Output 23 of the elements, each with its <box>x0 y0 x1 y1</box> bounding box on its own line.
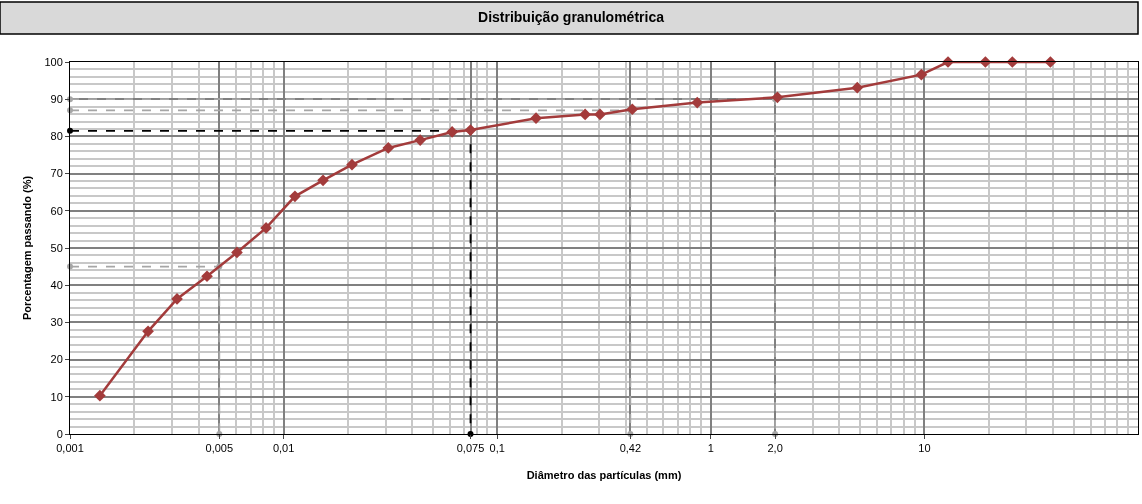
y-tick-label: 60 <box>50 204 63 217</box>
y-axis-title: Porcentagem passando (%) <box>21 175 34 321</box>
x-axis-title: Diâmetro das partículas (mm) <box>526 469 682 482</box>
chart-title: Distribuição granulométrica <box>478 8 665 25</box>
x-tick-label: 0,1 <box>489 442 505 455</box>
y-tick-label: 100 <box>44 55 63 68</box>
y-tick-label: 30 <box>50 316 63 329</box>
y-tick-label: 80 <box>50 130 63 143</box>
x-tick-label: 2,0 <box>767 442 783 455</box>
x-tick-label: 0,01 <box>272 442 295 455</box>
y-tick-label: 0 <box>56 427 63 440</box>
y-tick-label: 50 <box>50 241 63 254</box>
y-tick-label: 20 <box>50 353 63 366</box>
y-tick-label: 40 <box>50 279 63 292</box>
x-tick-label: 1 <box>707 442 714 455</box>
x-tick-label: 0,005 <box>205 442 234 455</box>
x-tick-label: 10 <box>918 442 931 455</box>
x-tick-label: 0,075 <box>456 442 485 455</box>
x-tick-label: 0,001 <box>56 442 84 455</box>
y-tick-label: 10 <box>50 390 63 403</box>
y-tick-label: 90 <box>50 93 63 106</box>
y-tick-label: 70 <box>50 167 63 180</box>
x-tick-label: 0,42 <box>619 442 642 455</box>
